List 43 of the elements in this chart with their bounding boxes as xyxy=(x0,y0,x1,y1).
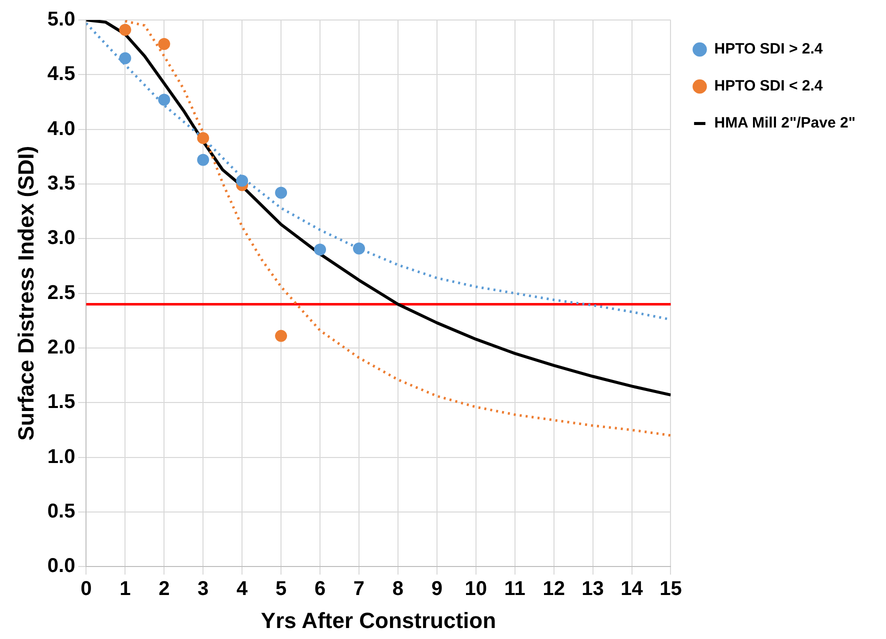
y-tick-label: 2.5 xyxy=(47,282,76,304)
y-tick-label: 5.0 xyxy=(47,8,76,31)
point xyxy=(158,38,170,50)
y-tick-label: 0.5 xyxy=(47,500,76,522)
point xyxy=(158,94,170,106)
x-tick-label: 0 xyxy=(80,578,92,600)
point xyxy=(236,174,248,187)
x-axis-title: Yrs After Construction xyxy=(260,608,496,633)
point xyxy=(352,242,365,254)
y-tick-label: 4.5 xyxy=(47,63,76,86)
point xyxy=(275,186,288,199)
x-tick-label: 9 xyxy=(431,578,442,600)
x-tick-label: 14 xyxy=(620,578,644,600)
point xyxy=(275,330,288,342)
x-tick-label: 3 xyxy=(198,578,209,600)
y-tick-label: 3.5 xyxy=(47,172,76,194)
x-tick-label: 1 xyxy=(120,578,131,600)
legend-label: HMA Mill 2"/Pave 2" xyxy=(714,114,856,132)
x-tick-label: 8 xyxy=(392,578,404,600)
point xyxy=(197,154,210,166)
x-tick-label: 2 xyxy=(158,578,170,600)
x-tick-label: 15 xyxy=(660,578,682,600)
legend-label: HPTO SDI > 2.4 xyxy=(714,40,824,58)
x-tick-label: 10 xyxy=(464,578,488,600)
y-tick-label: 1.0 xyxy=(47,446,76,468)
point xyxy=(119,52,132,64)
y-tick-label: 4.0 xyxy=(47,118,76,140)
point xyxy=(197,132,210,144)
y-tick-label: 3.0 xyxy=(47,227,76,250)
y-tick-label: 0.0 xyxy=(47,555,76,578)
x-tick-label: 6 xyxy=(314,578,326,600)
y-tick-label: 2.0 xyxy=(47,336,76,358)
x-tick-label: 12 xyxy=(542,578,565,600)
point xyxy=(314,244,326,256)
legend-label: HPTO SDI < 2.4 xyxy=(714,78,824,95)
x-tick-label: 11 xyxy=(504,578,526,600)
x-tick-label: 5 xyxy=(275,578,287,600)
y-tick-label: 1.5 xyxy=(47,391,76,414)
x-tick-label: 7 xyxy=(353,578,365,600)
y-axis-title: Surface Distress Index (SDI) xyxy=(13,146,38,441)
x-tick-label: 13 xyxy=(582,578,604,600)
point xyxy=(119,24,132,36)
x-tick-label: 4 xyxy=(236,578,249,600)
